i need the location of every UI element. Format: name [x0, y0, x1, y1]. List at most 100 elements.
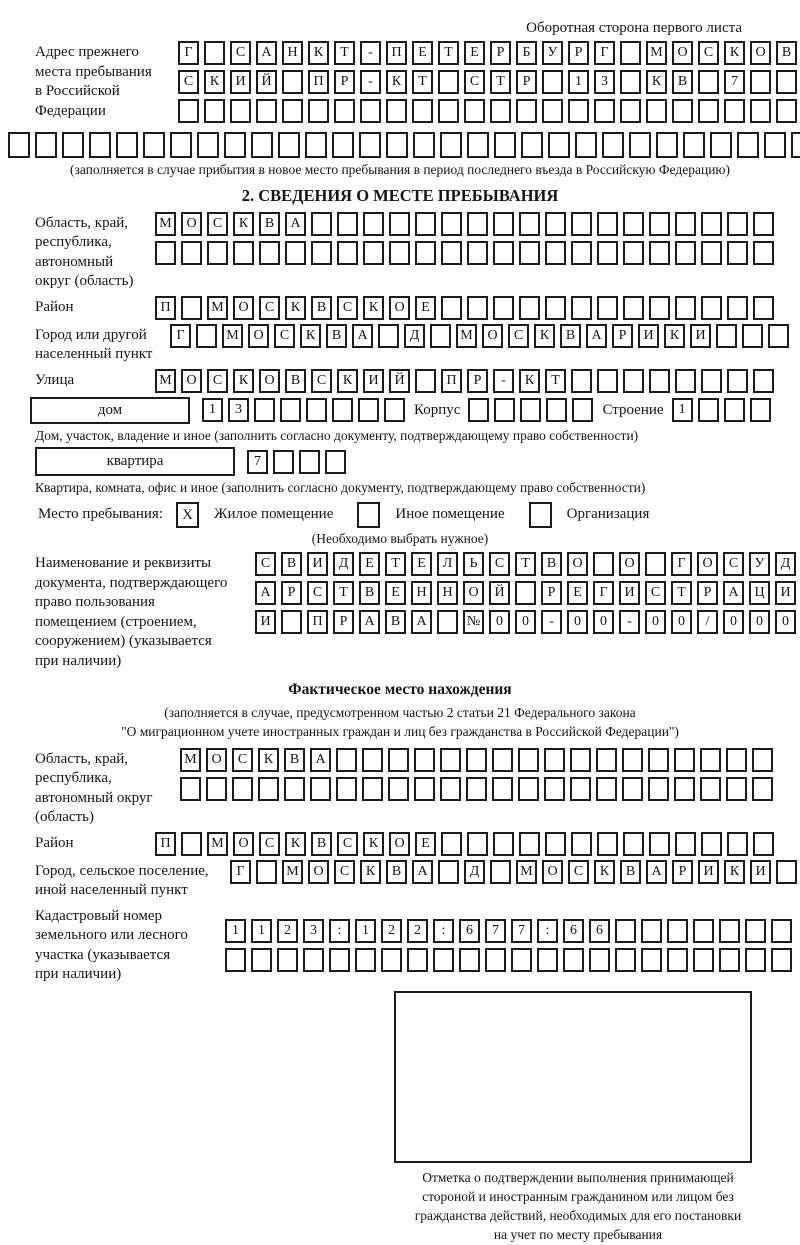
- char-box[interactable]: А: [646, 859, 667, 884]
- char-box[interactable]: [629, 132, 651, 158]
- char-box[interactable]: [280, 398, 301, 423]
- char-box[interactable]: [597, 368, 618, 393]
- char-box[interactable]: [278, 132, 300, 158]
- char-box[interactable]: [623, 831, 644, 856]
- char-box[interactable]: С: [464, 70, 485, 94]
- char-box[interactable]: С: [207, 368, 228, 393]
- char-box[interactable]: [285, 240, 306, 265]
- char-box[interactable]: [468, 398, 490, 423]
- char-box[interactable]: 3: [594, 70, 615, 94]
- char-box[interactable]: [771, 947, 792, 972]
- char-box[interactable]: [180, 776, 201, 801]
- char-box[interactable]: К: [360, 859, 381, 884]
- char-box[interactable]: [414, 747, 435, 772]
- char-box[interactable]: [753, 368, 774, 393]
- char-box[interactable]: [359, 132, 381, 158]
- char-box[interactable]: [542, 70, 563, 94]
- char-box[interactable]: [726, 776, 747, 801]
- char-box[interactable]: Т: [490, 70, 511, 94]
- char-box[interactable]: [35, 132, 57, 158]
- char-box[interactable]: [438, 99, 459, 123]
- char-box[interactable]: [378, 323, 399, 348]
- char-box[interactable]: [620, 70, 641, 94]
- char-box[interactable]: С: [274, 323, 295, 348]
- char-box[interactable]: [256, 859, 277, 884]
- char-box[interactable]: [251, 132, 273, 158]
- char-box[interactable]: [649, 240, 670, 265]
- char-box[interactable]: [441, 831, 462, 856]
- char-box[interactable]: Г: [594, 41, 615, 65]
- char-box[interactable]: Т: [385, 552, 406, 577]
- char-box[interactable]: О: [248, 323, 269, 348]
- char-box[interactable]: [675, 295, 696, 320]
- char-box[interactable]: [334, 99, 355, 123]
- char-box[interactable]: К: [386, 70, 407, 94]
- char-box[interactable]: [325, 449, 346, 474]
- char-box[interactable]: [485, 947, 506, 972]
- char-box[interactable]: И: [619, 581, 640, 606]
- char-box[interactable]: [519, 211, 540, 236]
- char-box[interactable]: В: [311, 831, 332, 856]
- char-box[interactable]: И: [363, 368, 384, 393]
- char-box[interactable]: [622, 747, 643, 772]
- char-box[interactable]: [674, 776, 695, 801]
- char-box[interactable]: [752, 747, 773, 772]
- char-box[interactable]: [723, 398, 745, 423]
- char-box[interactable]: [693, 918, 714, 943]
- char-box[interactable]: [646, 99, 667, 123]
- char-box[interactable]: М: [155, 211, 176, 236]
- char-box[interactable]: О: [259, 368, 280, 393]
- char-box[interactable]: [493, 211, 514, 236]
- char-box[interactable]: В: [541, 552, 562, 577]
- char-box[interactable]: [753, 831, 774, 856]
- char-box[interactable]: Е: [415, 831, 436, 856]
- char-box[interactable]: [623, 368, 644, 393]
- char-box[interactable]: Т: [438, 41, 459, 65]
- char-box[interactable]: Р: [334, 70, 355, 94]
- char-box[interactable]: [597, 240, 618, 265]
- char-box[interactable]: :: [329, 918, 350, 943]
- char-box[interactable]: [648, 747, 669, 772]
- char-box[interactable]: [492, 776, 513, 801]
- char-box[interactable]: [467, 240, 488, 265]
- char-box[interactable]: [467, 831, 488, 856]
- char-box[interactable]: К: [258, 747, 279, 772]
- char-box[interactable]: [545, 295, 566, 320]
- char-box[interactable]: [389, 240, 410, 265]
- char-box[interactable]: В: [259, 211, 280, 236]
- char-box[interactable]: 6: [563, 918, 584, 943]
- char-box[interactable]: [641, 947, 662, 972]
- char-box[interactable]: Т: [412, 70, 433, 94]
- char-box[interactable]: Р: [672, 859, 693, 884]
- char-box[interactable]: Е: [567, 581, 588, 606]
- char-box[interactable]: -: [619, 610, 640, 635]
- char-box[interactable]: Д: [775, 552, 796, 577]
- char-box[interactable]: [143, 132, 165, 158]
- char-box[interactable]: С: [334, 859, 355, 884]
- char-box[interactable]: [545, 211, 566, 236]
- char-box[interactable]: [683, 132, 705, 158]
- residence-type-checkbox-inoe[interactable]: [357, 501, 381, 528]
- char-box[interactable]: [204, 99, 225, 123]
- char-box[interactable]: [776, 99, 797, 123]
- char-box[interactable]: Д: [333, 552, 354, 577]
- char-box[interactable]: [332, 132, 354, 158]
- char-box[interactable]: А: [255, 581, 276, 606]
- char-box[interactable]: 0: [775, 610, 796, 635]
- char-box[interactable]: [310, 776, 331, 801]
- char-box[interactable]: [672, 99, 693, 123]
- char-box[interactable]: П: [308, 70, 329, 94]
- char-box[interactable]: [492, 747, 513, 772]
- char-box[interactable]: [675, 211, 696, 236]
- char-box[interactable]: И: [690, 323, 711, 348]
- char-box[interactable]: В: [385, 610, 406, 635]
- char-box[interactable]: К: [285, 295, 306, 320]
- char-box[interactable]: [386, 132, 408, 158]
- char-box[interactable]: Т: [333, 581, 354, 606]
- char-box[interactable]: О: [567, 552, 588, 577]
- char-box[interactable]: Р: [333, 610, 354, 635]
- char-box[interactable]: К: [300, 323, 321, 348]
- char-box[interactable]: [412, 99, 433, 123]
- char-box[interactable]: [602, 132, 624, 158]
- char-box[interactable]: -: [493, 368, 514, 393]
